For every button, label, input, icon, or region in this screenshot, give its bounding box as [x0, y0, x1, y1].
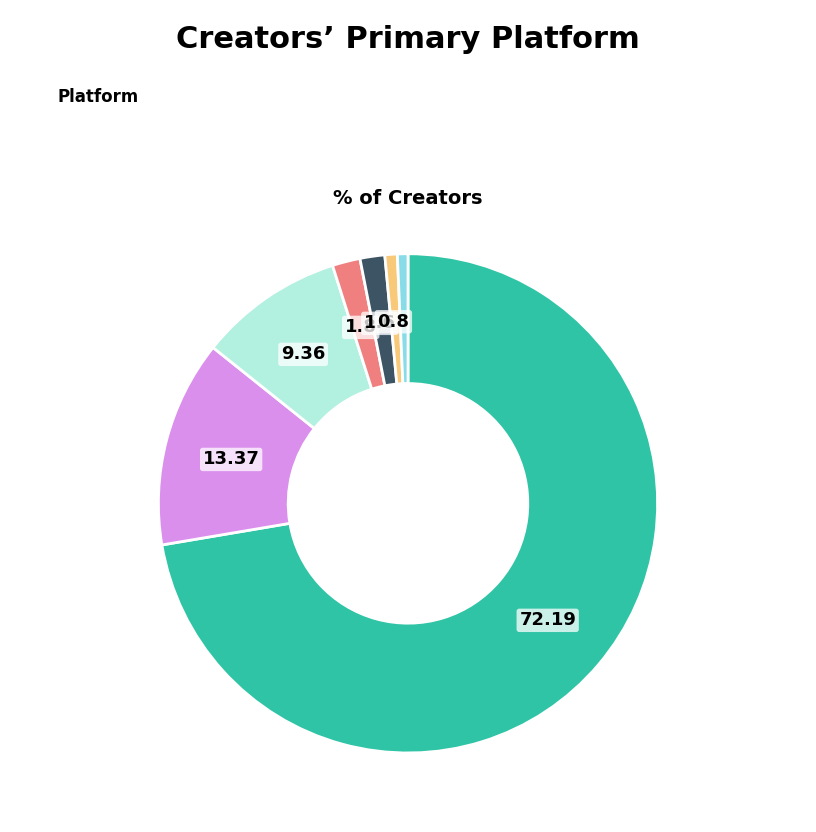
- Text: % of Creators: % of Creators: [333, 190, 483, 208]
- Text: Platform: Platform: [57, 88, 139, 106]
- Text: 1.8: 1.8: [344, 319, 377, 336]
- Text: 9.36: 9.36: [281, 345, 326, 364]
- Wedge shape: [397, 254, 408, 384]
- Wedge shape: [385, 254, 403, 384]
- Wedge shape: [162, 254, 658, 753]
- Text: 0.8: 0.8: [377, 313, 410, 331]
- Wedge shape: [158, 348, 314, 545]
- Wedge shape: [360, 255, 397, 386]
- Wedge shape: [332, 259, 385, 389]
- Text: Creators’ Primary Platform: Creators’ Primary Platform: [176, 25, 640, 54]
- Wedge shape: [213, 265, 372, 428]
- Text: 72.19: 72.19: [519, 612, 576, 629]
- Text: 13.37: 13.37: [202, 450, 259, 468]
- Text: 1.6: 1.6: [364, 314, 396, 332]
